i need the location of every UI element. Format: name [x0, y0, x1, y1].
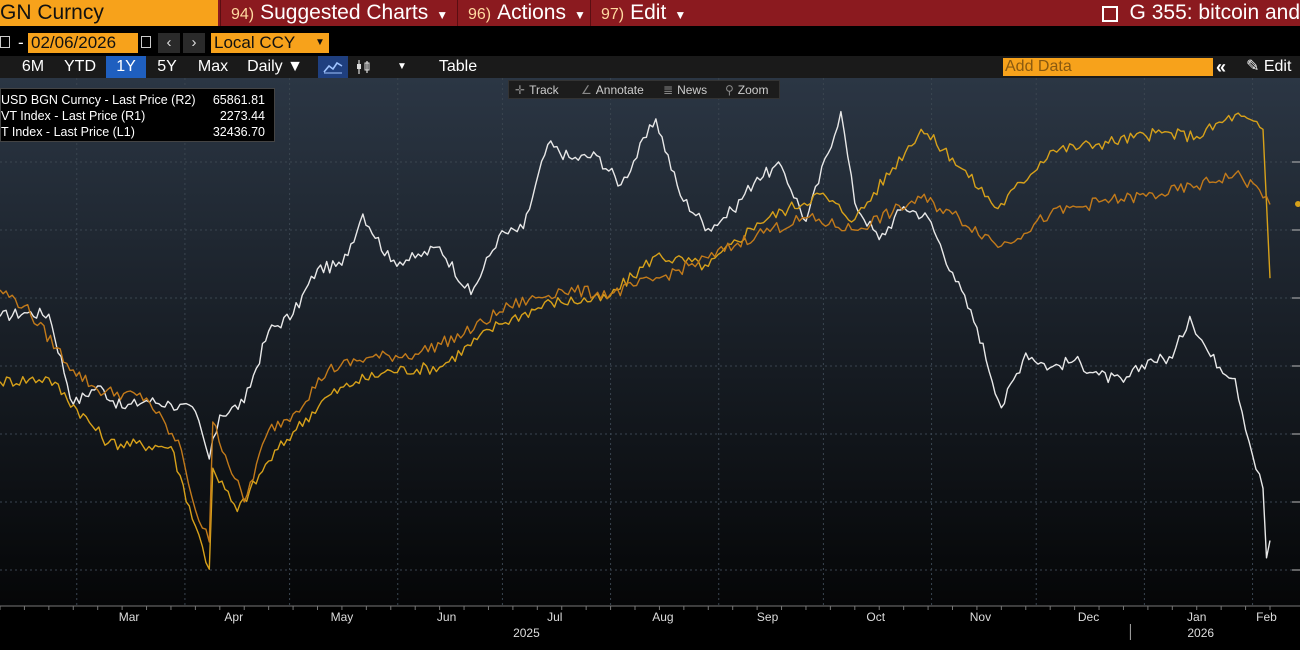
x-tick-label: Oct: [866, 610, 885, 624]
frequency-select[interactable]: Daily ▼: [247, 58, 303, 75]
price-chart[interactable]: Mar Apr May Jun Jul Aug Sep Oct Nov Dec Jan Feb 2025…: [0, 78, 1300, 650]
date-row: - 02/06/2026 ‹ › Local CCY ▼: [0, 30, 1300, 54]
x-axis: Mar Apr May Jun Jul Aug Sep Oct Nov Dec Jan Feb 2025…: [0, 605, 1300, 650]
series-line-vt-index[interactable]: [0, 112, 1271, 570]
grid-lines: [0, 78, 1300, 606]
range-1y-button[interactable]: 1Y: [106, 56, 146, 78]
legend-value: 2273.44: [219, 109, 265, 123]
chart-tools-toolbar: ✛ Track ∠ Annotate ≣ News ⚲ Zoom: [508, 80, 780, 99]
magnifier-icon: ⚲: [725, 83, 734, 97]
top-menu-bar: GN Curncy 94) Suggested Charts ▼ 96) Action…: [0, 0, 1300, 26]
legend-label: T Index - Last Price (L1): [1, 125, 135, 139]
x-tick-label: Aug: [652, 610, 673, 624]
legend-item: VT Index - Last Price (R1) 2273.44: [1, 108, 271, 124]
chart-legend: USD BGN Curncy - Last Price (R2) 65861.8…: [0, 88, 275, 142]
candlestick-glyph: [357, 60, 370, 74]
edit-chart-button[interactable]: ✎ Edit: [1246, 56, 1291, 78]
series-line-t-index[interactable]: [0, 170, 1271, 543]
chart-type-caret-icon[interactable]: ▼: [397, 61, 407, 72]
line-chart-glyph: [323, 61, 343, 74]
external-link-icon[interactable]: [1101, 6, 1118, 22]
plot-background: [0, 78, 1300, 606]
calendar-icon[interactable]: [0, 36, 10, 48]
range-max-button[interactable]: Max: [197, 58, 229, 75]
table-button[interactable]: Table: [438, 58, 478, 75]
legend-value: 65861.81: [212, 93, 265, 107]
x-year-label: 2026: [1187, 626, 1214, 640]
menu-suggested-charts[interactable]: 94) Suggested Charts ▼: [220, 0, 448, 26]
caret-down-icon: ▼: [574, 8, 586, 22]
legend-item: T Index - Last Price (L1) 32436.70: [1, 124, 271, 140]
x-tick-label: May: [331, 610, 354, 624]
ticker-field[interactable]: GN Curncy: [0, 0, 218, 26]
menu-label: Suggested Charts: [260, 1, 429, 24]
prev-period-button[interactable]: ‹: [158, 33, 180, 53]
menu-edit[interactable]: 97) Edit ▼: [590, 0, 686, 26]
menu-actions[interactable]: 96) Actions ▼: [457, 0, 586, 26]
news-tool[interactable]: ≣ News: [663, 81, 707, 99]
range-toolbar: 6M YTD 1Y 5Y Max Daily ▼ ▼ Table Add Dat…: [0, 56, 1300, 78]
menu-number: 94): [231, 6, 255, 23]
menu-label: Actions: [497, 1, 566, 24]
zoom-tool-label: Zoom: [737, 83, 769, 97]
end-date-input[interactable]: 02/06/2026: [28, 33, 138, 53]
series-layer: [0, 110, 1300, 570]
window-title-text: G 355: bitcoin and: [1129, 1, 1300, 24]
calendar-icon[interactable]: [141, 36, 151, 48]
x-tick-label: Jun: [437, 610, 456, 624]
chart-area[interactable]: Mar Apr May Jun Jul Aug Sep Oct Nov Dec Jan Feb 2025…: [0, 78, 1300, 650]
series-line-bitcoin-usd[interactable]: [0, 110, 1271, 559]
add-data-input[interactable]: Add Data: [1003, 58, 1213, 76]
annotate-tool[interactable]: ∠ Annotate: [581, 81, 644, 99]
zoom-tool[interactable]: ⚲ Zoom: [725, 81, 768, 99]
collapse-chevrons-icon[interactable]: «: [1216, 57, 1227, 77]
x-tick-label: Mar: [119, 610, 140, 624]
x-tick-label: Nov: [970, 610, 991, 624]
menu-number: 96): [468, 6, 492, 23]
candlestick-icon[interactable]: [350, 56, 376, 78]
x-axis-background: [0, 606, 1300, 650]
x-tick-label: Dec: [1078, 610, 1099, 624]
caret-down-icon: ▼: [674, 8, 687, 22]
range-6m-button[interactable]: 6M: [21, 58, 45, 75]
caret-down-icon: ▼: [436, 8, 449, 22]
pencil-icon: ✎: [1246, 58, 1260, 75]
x-year-label: 2025: [513, 626, 540, 640]
track-tool[interactable]: ✛ Track: [515, 81, 559, 99]
x-tick-label: Apr: [224, 610, 243, 624]
x-tick-label: Feb: [1256, 610, 1277, 624]
range-5y-button[interactable]: 5Y: [157, 58, 177, 75]
edit-chart-label: Edit: [1263, 58, 1292, 75]
date-separator: -: [18, 33, 24, 52]
menu-label: Edit: [630, 1, 667, 24]
line-chart-icon[interactable]: [318, 56, 348, 78]
currency-select[interactable]: Local CCY: [211, 33, 311, 53]
x-tick-label: Jul: [547, 610, 562, 624]
window-title: G 355: bitcoin and: [1101, 0, 1300, 26]
next-period-button[interactable]: ›: [183, 33, 205, 53]
legend-item: USD BGN Curncy - Last Price (R2) 65861.8…: [1, 92, 271, 108]
track-tool-label: Track: [529, 83, 559, 97]
crosshair-icon: ✛: [515, 83, 526, 97]
last-value-marker: [1295, 201, 1300, 207]
annotate-tool-label: Annotate: [595, 83, 644, 97]
menu-number: 97): [601, 6, 625, 23]
x-tick-label: Sep: [757, 610, 779, 624]
legend-value: 32436.70: [212, 125, 265, 139]
news-icon: ≣: [663, 83, 674, 97]
range-ytd-button[interactable]: YTD: [64, 58, 96, 75]
x-tick-label: Jan: [1187, 610, 1206, 624]
legend-label: USD BGN Curncy - Last Price (R2): [1, 93, 196, 107]
news-tool-label: News: [677, 83, 708, 97]
annotate-icon: ∠: [581, 83, 592, 97]
legend-label: VT Index - Last Price (R1): [1, 109, 146, 123]
chevron-down-icon[interactable]: ▼: [311, 33, 329, 53]
